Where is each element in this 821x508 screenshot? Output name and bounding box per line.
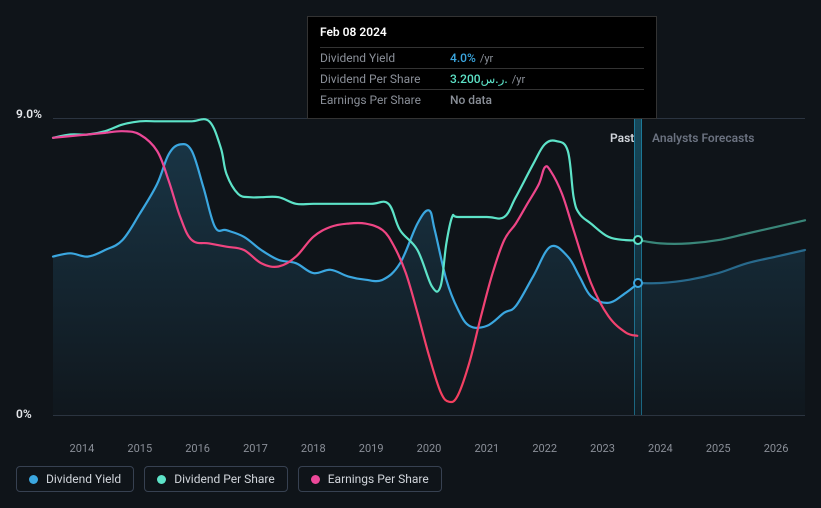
tooltip-row: Dividend Yield 4.0% /yr	[320, 47, 644, 68]
series-marker-icon	[633, 278, 643, 288]
legend-label: Earnings Per Share	[328, 472, 429, 486]
legend-label: Dividend Yield	[46, 472, 121, 486]
x-axis-tick: 2020	[417, 442, 442, 455]
tooltip-row: Dividend Per Share 3.200ر.س. /yr	[320, 68, 644, 89]
tooltip-suffix: /yr	[512, 73, 525, 86]
tooltip-value: 3.200ر.س.	[450, 72, 508, 86]
x-axis-tick: 2025	[706, 442, 731, 455]
legend-item-earnings-per-share[interactable]: Earnings Per Share	[298, 466, 442, 492]
x-axis-tick: 2023	[590, 442, 615, 455]
chart-tooltip: Feb 08 2024 Dividend Yield 4.0% /yr Divi…	[307, 16, 657, 119]
tooltip-value: 4.0%	[450, 51, 476, 65]
chart-legend: Dividend Yield Dividend Per Share Earnin…	[16, 466, 442, 492]
tooltip-label: Dividend Per Share	[320, 72, 450, 86]
x-axis-tick: 2018	[301, 442, 326, 455]
tooltip-row: Earnings Per Share No data	[320, 89, 644, 110]
tooltip-date: Feb 08 2024	[320, 25, 644, 43]
series-marker-icon	[633, 235, 643, 245]
legend-label: Dividend Per Share	[174, 472, 275, 486]
tooltip-label: Dividend Yield	[320, 51, 450, 65]
tooltip-value: No data	[450, 93, 492, 107]
x-axis-tick: 2015	[127, 442, 152, 455]
chart-plot-svg[interactable]	[53, 118, 805, 415]
y-axis-min-label: 0%	[16, 407, 32, 421]
y-axis-max-label: 9.0%	[16, 107, 42, 121]
x-axis-tick: 2019	[359, 442, 384, 455]
x-axis-tick: 2021	[474, 442, 499, 455]
x-axis-tick: 2024	[648, 442, 673, 455]
x-axis-tick: 2022	[532, 442, 557, 455]
legend-swatch-icon	[29, 475, 38, 484]
legend-item-dividend-yield[interactable]: Dividend Yield	[16, 466, 134, 492]
x-axis-tick: 2014	[70, 442, 95, 455]
tooltip-suffix: /yr	[480, 52, 493, 65]
legend-swatch-icon	[311, 475, 320, 484]
dividend-chart: Feb 08 2024 Dividend Yield 4.0% /yr Divi…	[0, 0, 821, 508]
x-axis-tick: 2026	[764, 442, 789, 455]
legend-item-dividend-per-share[interactable]: Dividend Per Share	[144, 466, 288, 492]
x-axis-tick: 2016	[185, 442, 210, 455]
tooltip-label: Earnings Per Share	[320, 93, 450, 107]
grid-line	[53, 415, 805, 416]
x-axis-tick: 2017	[243, 442, 268, 455]
legend-swatch-icon	[157, 475, 166, 484]
